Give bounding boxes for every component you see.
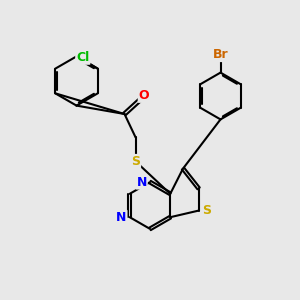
Text: Cl: Cl [76,51,89,64]
Text: N: N [116,211,127,224]
Text: Br: Br [213,48,228,61]
Text: S: S [202,204,211,217]
Text: S: S [131,155,140,168]
Text: O: O [139,89,149,102]
Text: N: N [136,176,147,189]
